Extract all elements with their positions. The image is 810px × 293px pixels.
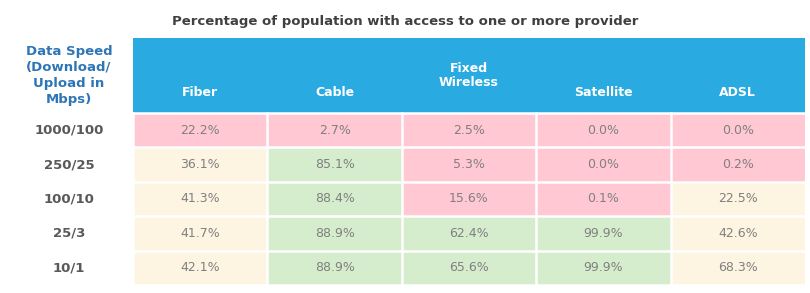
- Bar: [267, 113, 402, 147]
- Bar: [671, 216, 805, 251]
- Text: 68.3%: 68.3%: [718, 261, 757, 274]
- Text: 42.6%: 42.6%: [718, 227, 757, 240]
- Bar: [267, 182, 402, 216]
- Text: 22.5%: 22.5%: [718, 193, 757, 205]
- Text: Satellite: Satellite: [574, 86, 633, 98]
- Text: 100/10: 100/10: [44, 193, 95, 205]
- Text: Fiber: Fiber: [182, 86, 218, 98]
- Text: 0.1%: 0.1%: [587, 193, 620, 205]
- Text: 0.2%: 0.2%: [722, 158, 754, 171]
- Text: 99.9%: 99.9%: [583, 261, 623, 274]
- Bar: [133, 38, 805, 113]
- Bar: [536, 251, 671, 285]
- Bar: [536, 182, 671, 216]
- Bar: [402, 182, 536, 216]
- Text: 25/3: 25/3: [53, 227, 85, 240]
- Bar: [402, 216, 536, 251]
- Text: 2.5%: 2.5%: [453, 124, 485, 137]
- Text: Fixed
Wireless: Fixed Wireless: [439, 62, 499, 89]
- Bar: [536, 216, 671, 251]
- Text: 22.2%: 22.2%: [181, 124, 220, 137]
- Bar: [671, 147, 805, 182]
- Bar: [133, 182, 267, 216]
- Bar: [671, 182, 805, 216]
- Bar: [536, 147, 671, 182]
- Bar: [402, 251, 536, 285]
- Text: 88.9%: 88.9%: [314, 227, 355, 240]
- Text: 0.0%: 0.0%: [722, 124, 754, 137]
- Bar: [267, 251, 402, 285]
- Bar: [402, 113, 536, 147]
- Bar: [133, 216, 267, 251]
- Text: 62.4%: 62.4%: [450, 227, 488, 240]
- Text: ADSL: ADSL: [719, 86, 757, 98]
- Text: 88.9%: 88.9%: [314, 261, 355, 274]
- Text: 41.7%: 41.7%: [181, 227, 220, 240]
- Bar: [671, 251, 805, 285]
- Text: 10/1: 10/1: [53, 261, 85, 274]
- Text: 1000/100: 1000/100: [34, 124, 104, 137]
- Text: Cable: Cable: [315, 86, 354, 98]
- Text: 41.3%: 41.3%: [181, 193, 220, 205]
- Text: 15.6%: 15.6%: [449, 193, 489, 205]
- Text: 88.4%: 88.4%: [314, 193, 355, 205]
- Bar: [267, 216, 402, 251]
- Bar: [402, 147, 536, 182]
- Bar: [536, 113, 671, 147]
- Bar: [133, 113, 267, 147]
- Bar: [267, 147, 402, 182]
- Text: 85.1%: 85.1%: [314, 158, 355, 171]
- Bar: [671, 113, 805, 147]
- Text: 65.6%: 65.6%: [449, 261, 489, 274]
- Text: 0.0%: 0.0%: [587, 124, 620, 137]
- Text: 0.0%: 0.0%: [587, 158, 620, 171]
- Text: 99.9%: 99.9%: [583, 227, 623, 240]
- Text: 250/25: 250/25: [44, 158, 94, 171]
- Text: 36.1%: 36.1%: [181, 158, 220, 171]
- Text: Percentage of population with access to one or more provider: Percentage of population with access to …: [172, 15, 638, 28]
- Text: Data Speed
(Download/
Upload in
Mbps): Data Speed (Download/ Upload in Mbps): [26, 45, 113, 106]
- Bar: [133, 147, 267, 182]
- Bar: [133, 251, 267, 285]
- Text: 42.1%: 42.1%: [181, 261, 220, 274]
- Text: 2.7%: 2.7%: [318, 124, 351, 137]
- Text: 5.3%: 5.3%: [453, 158, 485, 171]
